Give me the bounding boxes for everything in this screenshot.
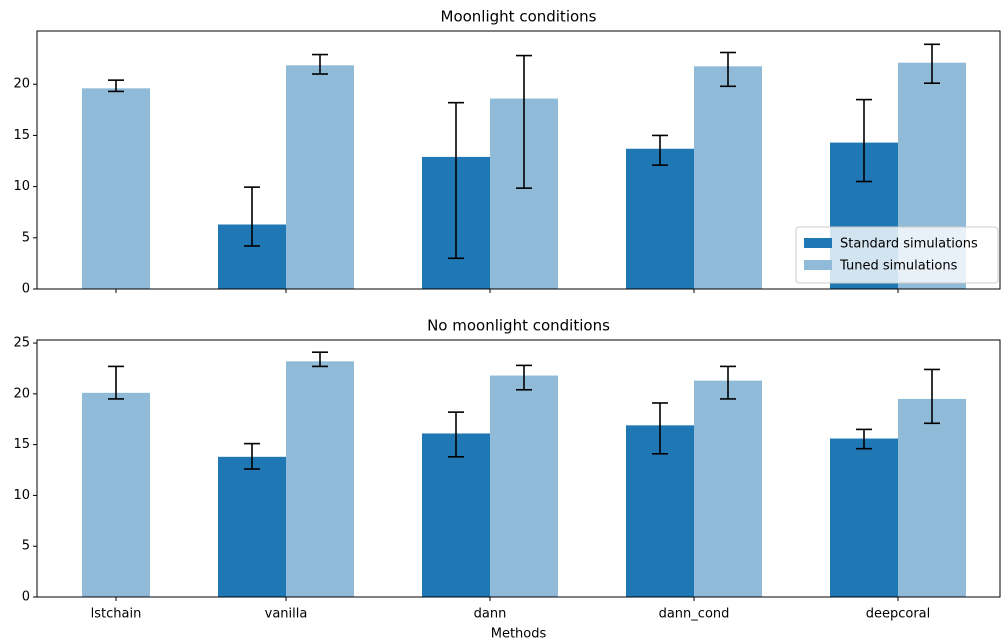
chart-title: Moonlight conditions — [441, 8, 597, 26]
bar — [82, 392, 150, 597]
y-tick-label: 15 — [13, 128, 30, 143]
legend-swatch — [804, 238, 832, 248]
axes-frame — [36, 30, 1001, 290]
y-tick-label: 10 — [13, 179, 30, 194]
x-tick-label: dann_cond — [659, 607, 730, 622]
bar — [490, 375, 558, 597]
y-tick-label: 0 — [22, 282, 30, 297]
x-axis-label: Methods — [491, 627, 547, 642]
bar — [830, 438, 898, 597]
legend-swatch — [804, 260, 832, 270]
legend-label: Tuned simulations — [839, 259, 958, 274]
y-tick-label: 5 — [22, 230, 30, 245]
bar — [626, 148, 694, 289]
y-tick-label: 20 — [13, 386, 30, 401]
x-tick-label: vanilla — [265, 607, 308, 622]
bar — [286, 361, 354, 597]
y-tick-label: 10 — [13, 488, 30, 503]
y-tick-label: 15 — [13, 437, 30, 452]
x-tick-label: lstchain — [91, 607, 142, 622]
x-tick-label: dann — [474, 607, 507, 622]
bar — [218, 456, 286, 597]
bar — [286, 65, 354, 289]
bar — [694, 66, 762, 289]
bar — [898, 398, 966, 597]
axes-frame — [36, 339, 1001, 598]
y-tick-label: 20 — [13, 77, 30, 92]
bar — [422, 433, 490, 597]
y-tick-label: 5 — [22, 539, 30, 554]
legend-label: Standard simulations — [840, 237, 978, 252]
y-tick-label: 0 — [22, 590, 30, 605]
y-tick-label: 25 — [13, 336, 30, 351]
legend-box — [795, 226, 999, 284]
bar — [694, 380, 762, 597]
chart-title: No moonlight conditions — [427, 317, 610, 335]
x-tick-label: deepcoral — [866, 607, 931, 622]
bar — [82, 88, 150, 289]
